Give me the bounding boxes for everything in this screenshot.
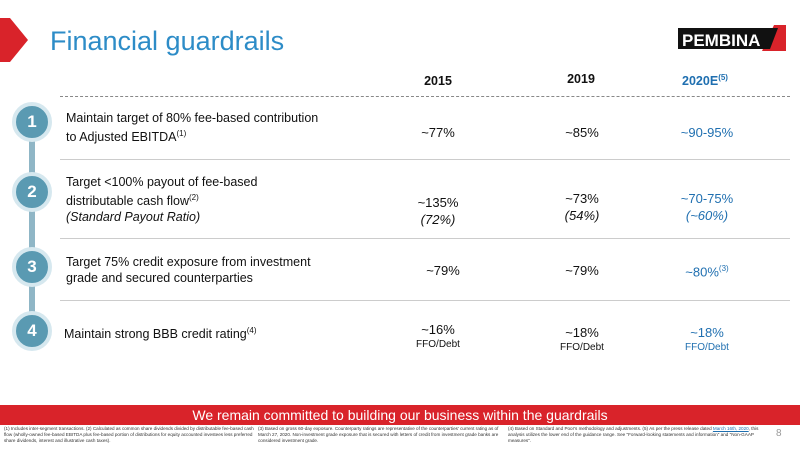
page-number: 8 xyxy=(776,428,782,439)
value-2019-row2: ~73% (54%) xyxy=(564,191,600,223)
press-release-link[interactable]: March 16th, 2020 xyxy=(712,426,749,431)
value-2019-row4: ~18% FFO/Debt xyxy=(560,325,604,353)
header-divider xyxy=(60,96,790,97)
svg-text:PEMBINA: PEMBINA xyxy=(682,31,760,50)
guardrail-1-description: Maintain target of 80% fee-based contrib… xyxy=(66,111,319,145)
column-header-2020e: 2020E(5) xyxy=(682,73,728,89)
value-2015-row1: ~77% xyxy=(421,125,455,140)
value-2020e-row3: ~80%(3) xyxy=(685,264,729,280)
value-2015-row3: ~79% xyxy=(426,263,460,278)
value-2019-row1: ~85% xyxy=(565,125,599,140)
step-number-1: 1 xyxy=(12,102,52,142)
footnote-3: (3) Based on gross 60-day exposure. Coun… xyxy=(258,426,499,443)
page-title: Financial guardrails xyxy=(50,26,285,56)
footnote-4-5: (4) Based on Standard and Poor's methodo… xyxy=(508,426,759,443)
step-number-4: 4 xyxy=(12,311,52,351)
value-2019-row3: ~79% xyxy=(565,263,599,278)
step-number-2: 2 xyxy=(12,172,52,212)
step-connector xyxy=(29,122,35,332)
guardrail-3-description: Target 75% credit exposure from investme… xyxy=(66,255,311,285)
column-header-2015: 2015 xyxy=(424,74,452,88)
footnote-1-2: (1) Includes inter-segment transactions.… xyxy=(4,426,254,443)
row-divider xyxy=(60,159,790,160)
value-2020e-row2: ~70-75% (~60%) xyxy=(680,191,734,223)
title-accent-bar xyxy=(0,18,10,62)
row-divider xyxy=(60,300,790,301)
guardrail-4-description: Maintain strong BBB credit rating(4) xyxy=(64,326,257,342)
value-2020e-row1: ~90-95% xyxy=(680,125,734,140)
title-accent-arrow xyxy=(10,18,28,62)
guardrail-2-description: Target <100% payout of fee-based distrib… xyxy=(66,175,258,225)
value-2015-row2: ~135% (72%) xyxy=(417,195,459,227)
value-2020e-row4: ~18% FFO/Debt xyxy=(685,325,729,353)
commitment-banner: We remain committed to building our busi… xyxy=(0,405,800,425)
step-number-3: 3 xyxy=(12,247,52,287)
row-divider xyxy=(60,238,790,239)
column-header-2019: 2019 xyxy=(567,72,595,86)
pembina-logo: PEMBINA xyxy=(678,25,786,51)
value-2015-row4: ~16% FFO/Debt xyxy=(416,322,460,350)
